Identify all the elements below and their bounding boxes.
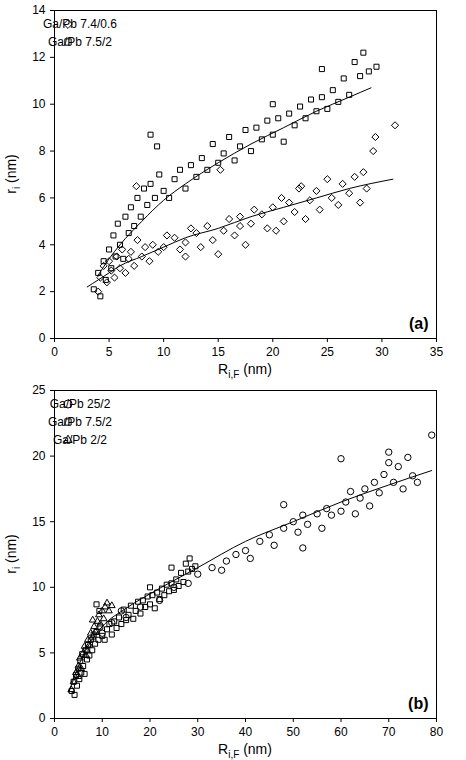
svg-text:50: 50 (287, 725, 301, 739)
svg-text:8: 8 (39, 144, 46, 158)
svg-text:10: 10 (96, 725, 110, 739)
svg-text:ri (nm): ri (nm) (3, 154, 22, 194)
svg-text:Ri,F (nm): Ri,F (nm) (218, 741, 272, 760)
svg-text:20: 20 (266, 345, 280, 359)
svg-text:Ga/Pb 7.5/2: Ga/Pb 7.5/2 (48, 415, 112, 429)
svg-text:4: 4 (39, 238, 46, 252)
svg-text:(a): (a) (409, 315, 429, 332)
svg-text:0: 0 (51, 725, 58, 739)
svg-text:0: 0 (51, 345, 58, 359)
svg-text:25: 25 (32, 383, 46, 397)
svg-text:ri (nm): ri (nm) (3, 534, 22, 574)
svg-text:80: 80 (430, 725, 444, 739)
svg-text:Ri,F (nm): Ri,F (nm) (218, 361, 272, 380)
svg-text:6: 6 (39, 191, 46, 205)
svg-text:2: 2 (39, 284, 46, 298)
svg-text:14: 14 (32, 3, 46, 17)
svg-text:12: 12 (32, 50, 46, 64)
svg-text:(b): (b) (408, 695, 428, 712)
svg-text:25: 25 (321, 345, 335, 359)
svg-text:30: 30 (191, 725, 205, 739)
svg-text:20: 20 (143, 725, 157, 739)
svg-text:5: 5 (106, 345, 113, 359)
svg-text:0: 0 (39, 331, 46, 345)
svg-text:Ga/Pb 2/2: Ga/Pb 2/2 (53, 433, 107, 447)
svg-text:10: 10 (32, 97, 46, 111)
svg-text:0: 0 (39, 711, 46, 725)
svg-text:Ga/Pb 7.5/2: Ga/Pb 7.5/2 (48, 35, 112, 49)
svg-text:60: 60 (334, 725, 348, 739)
svg-text:30: 30 (375, 345, 389, 359)
svg-text:15: 15 (212, 345, 226, 359)
svg-text:40: 40 (239, 725, 253, 739)
svg-text:10: 10 (157, 345, 171, 359)
svg-text:Ga/Pb 25/2: Ga/Pb 25/2 (50, 397, 111, 411)
svg-text:70: 70 (382, 725, 396, 739)
svg-text:20: 20 (32, 449, 46, 463)
svg-text:10: 10 (32, 580, 46, 594)
svg-text:Ga/Pb 7.4/0.6: Ga/Pb 7.4/0.6 (43, 17, 117, 31)
svg-text:15: 15 (32, 515, 46, 529)
svg-text:35: 35 (430, 345, 444, 359)
svg-text:5: 5 (39, 646, 46, 660)
